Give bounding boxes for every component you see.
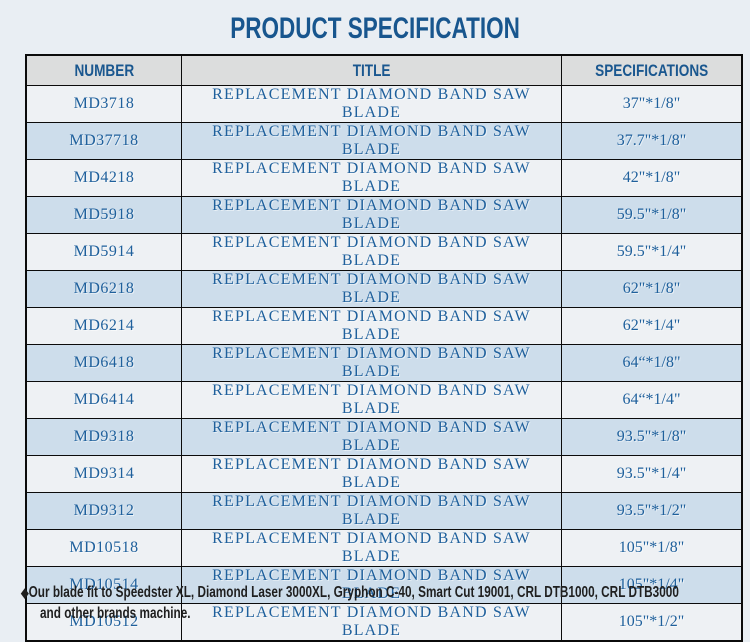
title-cell: REPLACEMENT DIAMOND BAND SAW BLADE [181,381,562,419]
spec-cell: 37.7"*1/8" [561,122,743,160]
spec-cell: 64“*1/8" [561,344,743,382]
table-row: MD10518 REPLACEMENT DIAMOND BAND SAW BLA… [25,529,743,567]
table-row: MD5918 REPLACEMENT DIAMOND BAND SAW BLAD… [25,196,743,234]
spec-cell: 93.5"*1/2" [561,492,743,530]
spec-cell: 62"*1/4" [561,307,743,345]
spec-cell: 59.5"*1/4" [561,233,743,271]
number-cell: MD9314 [25,455,182,493]
number-cell: MD10514 [25,566,182,604]
number-cell: MD9312 [25,492,182,530]
table-row: MD9314 REPLACEMENT DIAMOND BAND SAW BLAD… [25,455,743,493]
table-row: MD10514 REPLACEMENT DIAMOND BAND SAW BLA… [25,566,743,604]
number-cell: MD6214 [25,307,182,345]
spec-cell: 42"*1/8" [561,159,743,197]
table-row: MD9312 REPLACEMENT DIAMOND BAND SAW BLAD… [25,492,743,530]
title-cell: REPLACEMENT DIAMOND BAND SAW BLADE [181,418,562,456]
footnote-line1: ◆Our blade fit to Speedster XL, Diamond … [21,582,741,603]
title-cell: REPLACEMENT DIAMOND BAND SAW BLADE [181,196,562,234]
header-title: TITLE [181,54,562,86]
spec-cell: 37"*1/8" [561,85,743,123]
page-title: PRODUCT SPECIFICATION [0,7,750,51]
table-row: MD6214 REPLACEMENT DIAMOND BAND SAW BLAD… [25,307,743,345]
spec-cell: 62"*1/8" [561,270,743,308]
number-cell: MD37718 [25,122,182,160]
table-row: MD6218 REPLACEMENT DIAMOND BAND SAW BLAD… [25,270,743,308]
number-cell: MD10518 [25,529,182,567]
number-cell: MD3718 [25,85,182,123]
title-cell: REPLACEMENT DIAMOND BAND SAW BLADE [181,529,562,567]
title-cell: REPLACEMENT DIAMOND BAND SAW BLADE [181,566,562,604]
diamond-bullet-icon: ◆ [21,585,29,600]
table-row: MD3718 REPLACEMENT DIAMOND BAND SAW BLAD… [25,85,743,123]
table-row: MD6414 REPLACEMENT DIAMOND BAND SAW BLAD… [25,381,743,419]
title-cell: REPLACEMENT DIAMOND BAND SAW BLADE [181,455,562,493]
header-number: NUMBER [25,54,182,86]
number-cell: MD5918 [25,196,182,234]
spec-cell: 93.5"*1/4" [561,455,743,493]
spec-cell: 105"*1/8" [561,529,743,567]
title-cell: REPLACEMENT DIAMOND BAND SAW BLADE [181,344,562,382]
number-cell: MD6218 [25,270,182,308]
page-title-text: PRODUCT SPECIFICATION [230,12,520,45]
number-cell: MD6414 [25,381,182,419]
table-row: MD4218 REPLACEMENT DIAMOND BAND SAW BLAD… [25,159,743,197]
footnote-line2: and other brands machine. [21,603,741,624]
number-cell: MD5914 [25,233,182,271]
table-row: MD9318 REPLACEMENT DIAMOND BAND SAW BLAD… [25,418,743,456]
header-specifications-label: SPECIFICATIONS [594,60,709,80]
title-cell: REPLACEMENT DIAMOND BAND SAW BLADE [181,159,562,197]
title-cell: REPLACEMENT DIAMOND BAND SAW BLADE [181,122,562,160]
table-row: MD37718 REPLACEMENT DIAMOND BAND SAW BLA… [25,122,743,160]
footnote-line1-text: Our blade fit to Speedster XL, Diamond L… [28,584,679,601]
title-cell: REPLACEMENT DIAMOND BAND SAW BLADE [181,270,562,308]
spec-cell: 105"*1/4" [561,566,743,604]
table-row: MD6418 REPLACEMENT DIAMOND BAND SAW BLAD… [25,344,743,382]
title-cell: REPLACEMENT DIAMOND BAND SAW BLADE [181,307,562,345]
table-header: NUMBER TITLE SPECIFICATIONS [25,54,743,86]
title-cell: REPLACEMENT DIAMOND BAND SAW BLADE [181,233,562,271]
spec-cell: 64“*1/4" [561,381,743,419]
footnote-line2-text: and other brands machine. [40,605,191,622]
number-cell: MD9318 [25,418,182,456]
title-cell: REPLACEMENT DIAMOND BAND SAW BLADE [181,492,562,530]
table-body: MD3718 REPLACEMENT DIAMOND BAND SAW BLAD… [25,85,743,642]
header-row: NUMBER TITLE SPECIFICATIONS [25,54,743,86]
header-title-label: TITLE [352,60,391,80]
number-cell: MD4218 [25,159,182,197]
spec-cell: 93.5"*1/8" [561,418,743,456]
footnote: ◆Our blade fit to Speedster XL, Diamond … [21,582,741,624]
title-cell: REPLACEMENT DIAMOND BAND SAW BLADE [181,85,562,123]
header-number-label: NUMBER [74,60,134,80]
product-specification-table: NUMBER TITLE SPECIFICATIONS MD3718 REPLA… [25,54,743,642]
table-row: MD5914 REPLACEMENT DIAMOND BAND SAW BLAD… [25,233,743,271]
spec-cell: 59.5"*1/8" [561,196,743,234]
header-specifications: SPECIFICATIONS [561,54,743,86]
number-cell: MD6418 [25,344,182,382]
